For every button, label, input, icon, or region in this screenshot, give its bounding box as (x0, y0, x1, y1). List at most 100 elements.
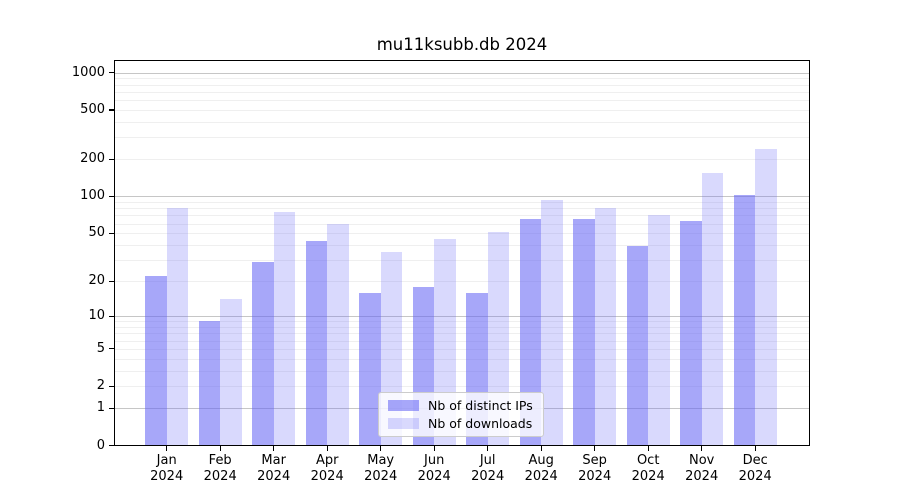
bar-downloads-jan (166, 208, 189, 446)
legend-item-downloads: Nb of downloads (388, 416, 535, 432)
bar-downloads-mar (273, 211, 296, 446)
x-tick-mark (219, 445, 221, 451)
gridline-minor (114, 245, 810, 246)
bar-downloads-sep (594, 208, 617, 446)
gridline-minor (114, 340, 810, 342)
legend-swatch-distinct-ips-icon (388, 399, 419, 411)
y-tick-mark (109, 109, 114, 111)
x-tick-label: Jan 2024 (150, 452, 184, 485)
gridline-minor (114, 159, 810, 161)
gridline-minor (114, 109, 810, 111)
gridline-major (114, 316, 810, 318)
gridline-minor (114, 321, 810, 323)
bar-distinct-ips-oct (626, 246, 649, 446)
gridline-minor (114, 326, 810, 328)
x-tick-mark (433, 445, 435, 451)
x-tick-mark (754, 445, 756, 451)
gridline-minor (114, 260, 810, 262)
gridline-minor (114, 121, 810, 123)
x-tick-mark (326, 445, 328, 451)
legend-label-downloads: Nb of downloads (428, 416, 533, 432)
x-tick-label: Oct 2024 (631, 452, 665, 485)
bar-downloads-oct (648, 215, 670, 446)
bar-distinct-ips-feb (198, 321, 221, 446)
x-tick-mark (487, 445, 489, 451)
y-tick-mark (109, 158, 114, 160)
y-tick-mark (109, 315, 114, 317)
bar-distinct-ips-nov (680, 221, 702, 446)
y-tick-label: 50 (88, 225, 105, 241)
bar-distinct-ips-sep (573, 219, 595, 446)
gridline-minor (114, 91, 810, 93)
x-tick-label: Dec 2024 (738, 452, 772, 485)
x-tick-label: May 2024 (364, 452, 398, 485)
bar-distinct-ips-aug (519, 219, 542, 446)
x-tick-label: Nov 2024 (685, 452, 719, 485)
gridline-minor (114, 84, 810, 86)
bar-distinct-ips-apr (305, 241, 328, 446)
legend: Nb of distinct IPs Nb of downloads (378, 392, 544, 437)
y-tick-label: 20 (88, 273, 105, 289)
gridline-minor (114, 202, 810, 203)
x-tick-mark (166, 445, 168, 451)
bar-distinct-ips-may (359, 292, 381, 446)
x-tick-mark (273, 445, 275, 451)
gridline-minor (114, 233, 810, 235)
gridline-major (114, 72, 810, 74)
y-tick-mark (109, 195, 114, 198)
x-tick-label: Jul 2024 (471, 452, 505, 485)
gridline-minor (114, 208, 810, 210)
gridline-minor (114, 386, 810, 388)
bar-distinct-ips-dec (733, 194, 756, 446)
x-tick-label: Feb 2024 (203, 452, 237, 485)
x-tick-label: Sep 2024 (578, 452, 612, 485)
x-tick-mark (540, 445, 542, 451)
y-tick-label: 200 (80, 151, 105, 167)
x-tick-mark (594, 445, 596, 451)
legend-item-distinct-ips: Nb of distinct IPs (388, 397, 535, 413)
y-tick-mark (109, 232, 114, 234)
y-tick-label: 10 (88, 308, 105, 324)
y-tick-mark (109, 280, 114, 282)
y-tick-label: 0 (96, 437, 105, 453)
bar-distinct-ips-jan (145, 276, 167, 446)
gridline-minor (114, 78, 810, 80)
gridline-minor (114, 100, 810, 102)
bar-downloads-apr (327, 223, 349, 446)
gridline-minor (114, 215, 810, 217)
x-tick-label: Mar 2024 (257, 452, 291, 485)
y-tick-mark (109, 385, 114, 387)
y-tick-mark (109, 348, 114, 350)
chart-title: mu11ksubb.db 2024 (376, 35, 548, 54)
y-tick-mark (109, 444, 114, 447)
y-tick-label: 1 (96, 400, 105, 416)
y-tick-mark (109, 71, 114, 74)
bar-downloads-nov (701, 172, 724, 446)
y-tick-label: 5 (96, 340, 105, 356)
y-tick-label: 1000 (71, 64, 105, 80)
bar-downloads-aug (541, 200, 563, 446)
x-tick-label: Apr 2024 (310, 452, 344, 485)
x-tick-mark (701, 445, 703, 451)
y-tick-label: 2 (96, 378, 105, 394)
x-tick-label: Aug 2024 (524, 452, 558, 485)
gridline-minor (114, 348, 810, 350)
bar-downloads-feb (220, 299, 242, 446)
x-tick-mark (380, 445, 382, 451)
gridline-minor (114, 333, 810, 335)
y-tick-label: 100 (80, 188, 105, 204)
gridline-minor (114, 358, 810, 360)
x-tick-label: Jun 2024 (417, 452, 451, 485)
y-tick-mark (109, 407, 114, 409)
plot-border (114, 60, 810, 446)
gridline-minor (114, 223, 810, 225)
x-tick-mark (647, 445, 649, 451)
y-tick-label: 500 (80, 101, 105, 117)
bar-distinct-ips-mar (252, 261, 274, 446)
gridline-minor (114, 370, 810, 372)
gridline-minor (114, 281, 810, 283)
legend-label-distinct-ips: Nb of distinct IPs (428, 397, 533, 413)
legend-swatch-downloads-icon (388, 418, 419, 430)
bar-downloads-dec (755, 149, 777, 446)
